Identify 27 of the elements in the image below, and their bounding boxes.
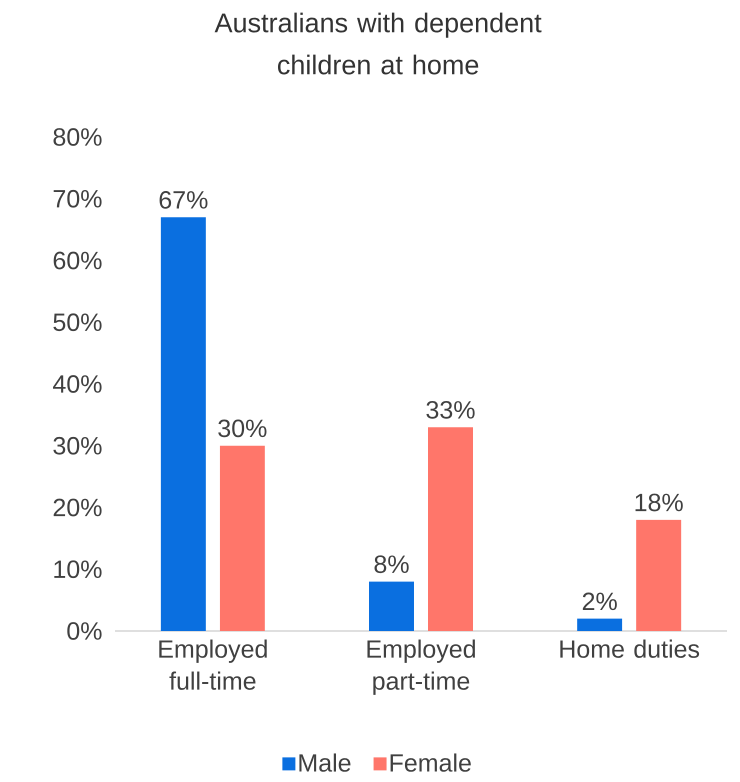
data-label: 2% (582, 592, 617, 610)
data-label: 33% (426, 400, 475, 419)
y-tick-label: 70% (54, 190, 102, 208)
y-tick-label: 60% (54, 252, 102, 270)
x-tick-label: Employed part-time (367, 640, 475, 695)
y-tick-label: 0% (67, 622, 102, 640)
bar (428, 427, 473, 631)
bar (636, 520, 682, 631)
x-tick-label: Employed full-time (159, 640, 267, 690)
bar (160, 217, 206, 631)
legend-label: Male (299, 753, 350, 772)
y-tick-label: 20% (54, 498, 102, 516)
x-tick-label: Home duties (560, 640, 700, 658)
bar (577, 618, 622, 631)
data-label: 30% (218, 420, 266, 438)
bar (369, 582, 414, 631)
y-tick-label: 30% (53, 436, 102, 455)
y-tick-label: 80% (54, 128, 102, 146)
legend-label: Female (390, 753, 471, 772)
chart-title: Australians with dependent children at home (214, 12, 542, 74)
y-tick-label: 40% (53, 375, 102, 393)
y-tick-label: 10% (54, 560, 102, 578)
bar (220, 446, 265, 631)
data-label: 8% (374, 555, 409, 574)
data-label: 67% (160, 191, 208, 209)
y-tick-label: 50% (53, 313, 102, 332)
data-label: 18% (636, 494, 683, 512)
